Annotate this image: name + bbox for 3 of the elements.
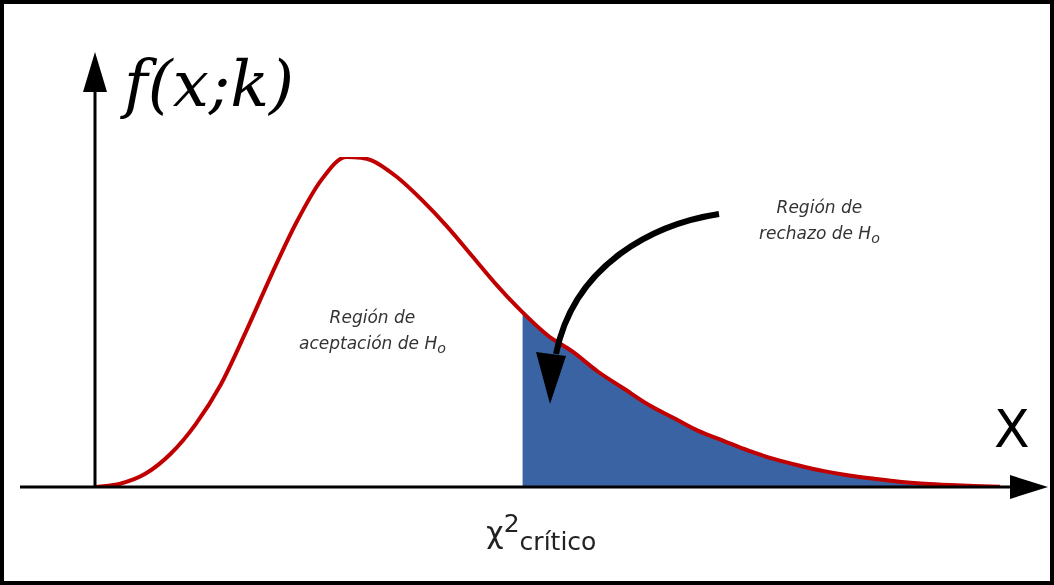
x-axis-title: X: [994, 399, 1030, 459]
annotation: Región de rechazo de H$_{o}$: [759, 196, 880, 249]
annotation: Región de aceptación de H$_{o}$: [299, 306, 446, 359]
